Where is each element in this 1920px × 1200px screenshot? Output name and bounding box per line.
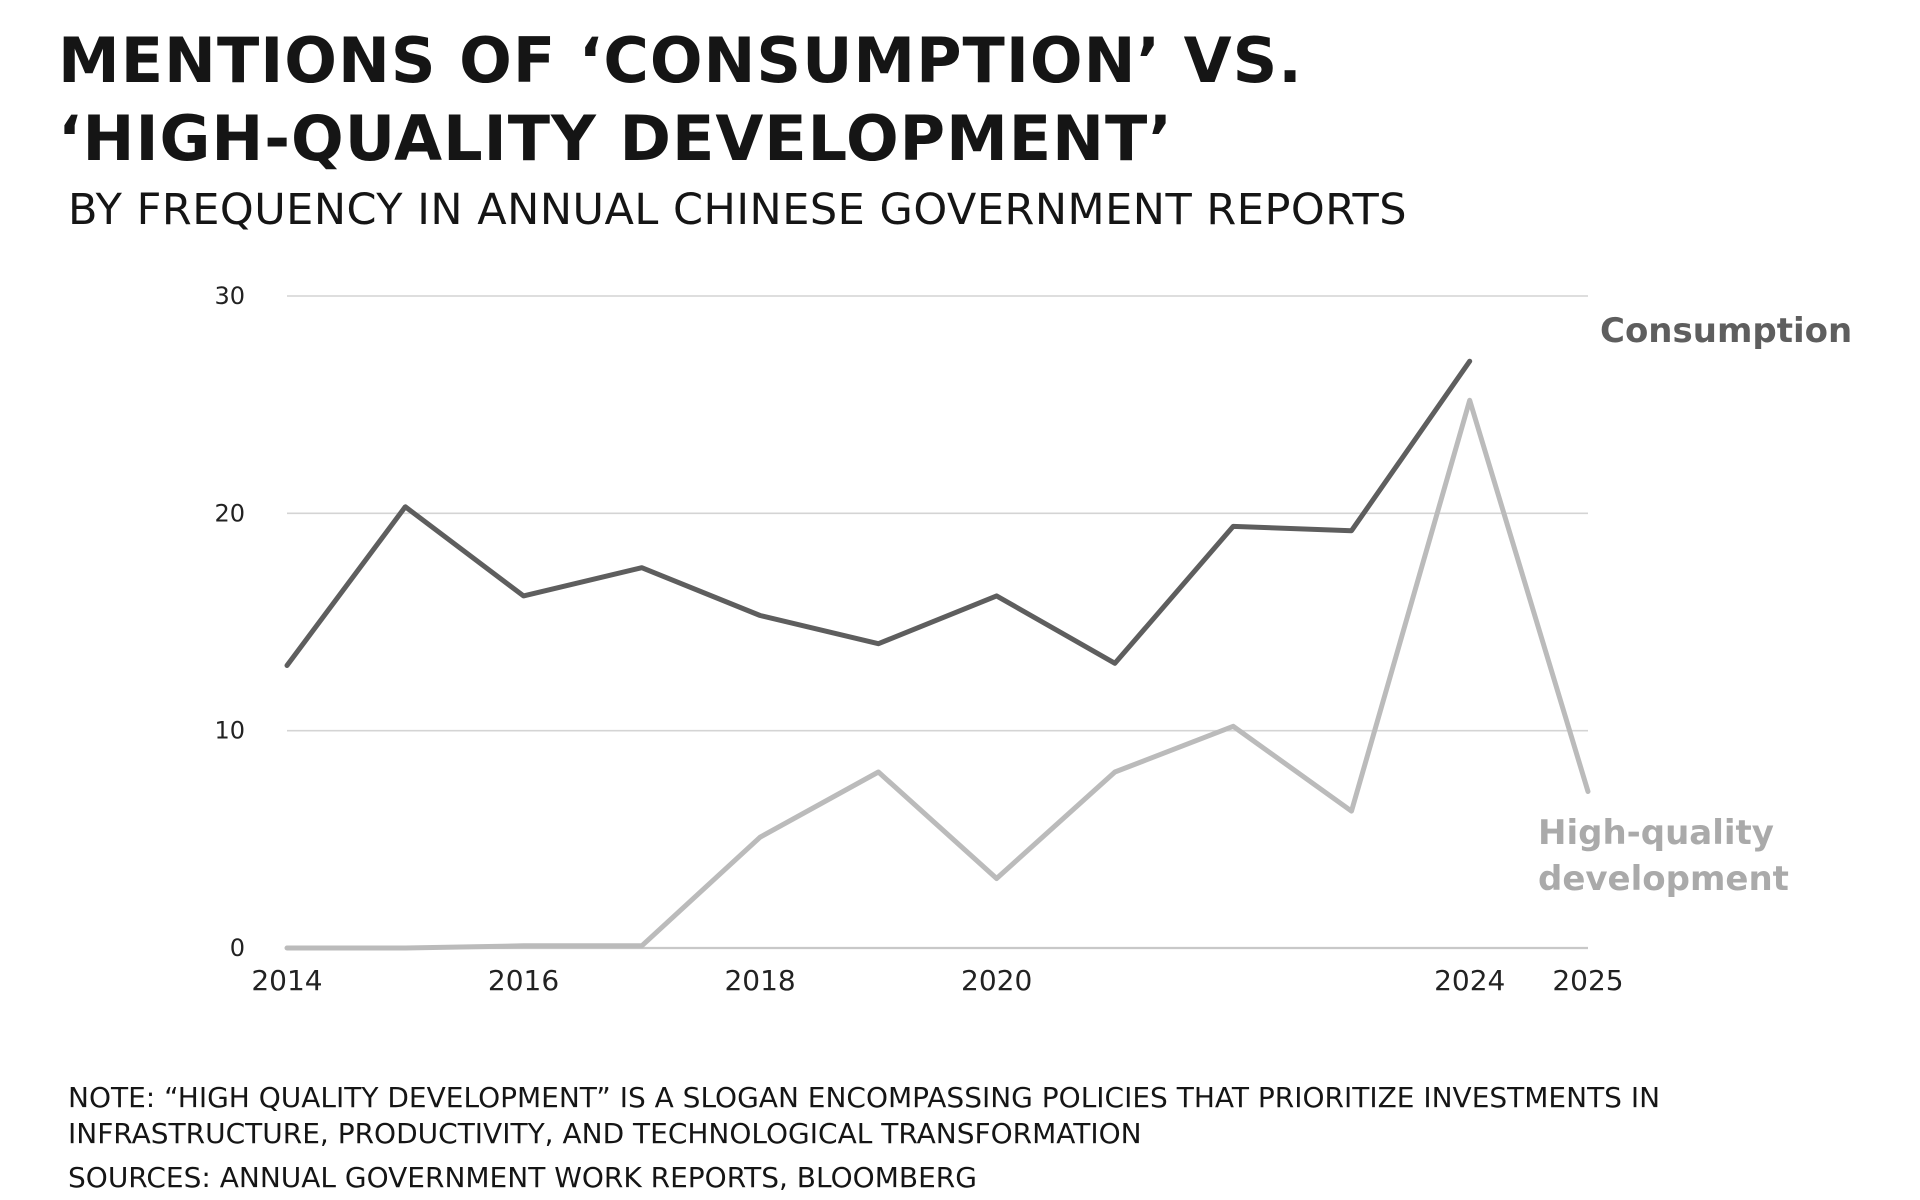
series-line-high-quality-development xyxy=(284,397,1591,951)
y-tick-label-10: 10 xyxy=(214,717,245,745)
y-tick-label-30: 30 xyxy=(214,282,245,310)
x-tick-label-2024: 2024 xyxy=(1434,964,1505,997)
x-tick-label-2016: 2016 xyxy=(488,964,559,997)
series-label-line-2: development xyxy=(1538,859,1789,899)
series-label-high-quality-development: High-quality development xyxy=(1538,813,1789,899)
y-tick-label-0: 0 xyxy=(230,934,245,962)
chart-subtitle: BY FREQUENCY IN ANNUAL CHINESE GOVERNMEN… xyxy=(68,185,1408,235)
x-tick-label-2014: 2014 xyxy=(251,964,322,997)
chart-sources: SOURCES: ANNUAL GOVERNMENT WORK REPORTS,… xyxy=(68,1161,977,1194)
x-tick-label-2025: 2025 xyxy=(1552,964,1623,997)
x-tick-label-2018: 2018 xyxy=(724,964,795,997)
chart-note: NOTE: “HIGH QUALITY DEVELOPMENT” IS A SL… xyxy=(68,1081,1661,1150)
y-tick-label-20: 20 xyxy=(214,499,245,527)
chart-title: MENTIONS OF ‘CONSUMPTION’ VS. ‘HIGH-QUAL… xyxy=(58,24,1303,175)
series-label-line-1: High-quality xyxy=(1538,813,1774,853)
series-label-consumption: Consumption xyxy=(1600,311,1852,351)
series-line-consumption xyxy=(284,358,1473,668)
x-tick-label-2020: 2020 xyxy=(961,964,1032,997)
